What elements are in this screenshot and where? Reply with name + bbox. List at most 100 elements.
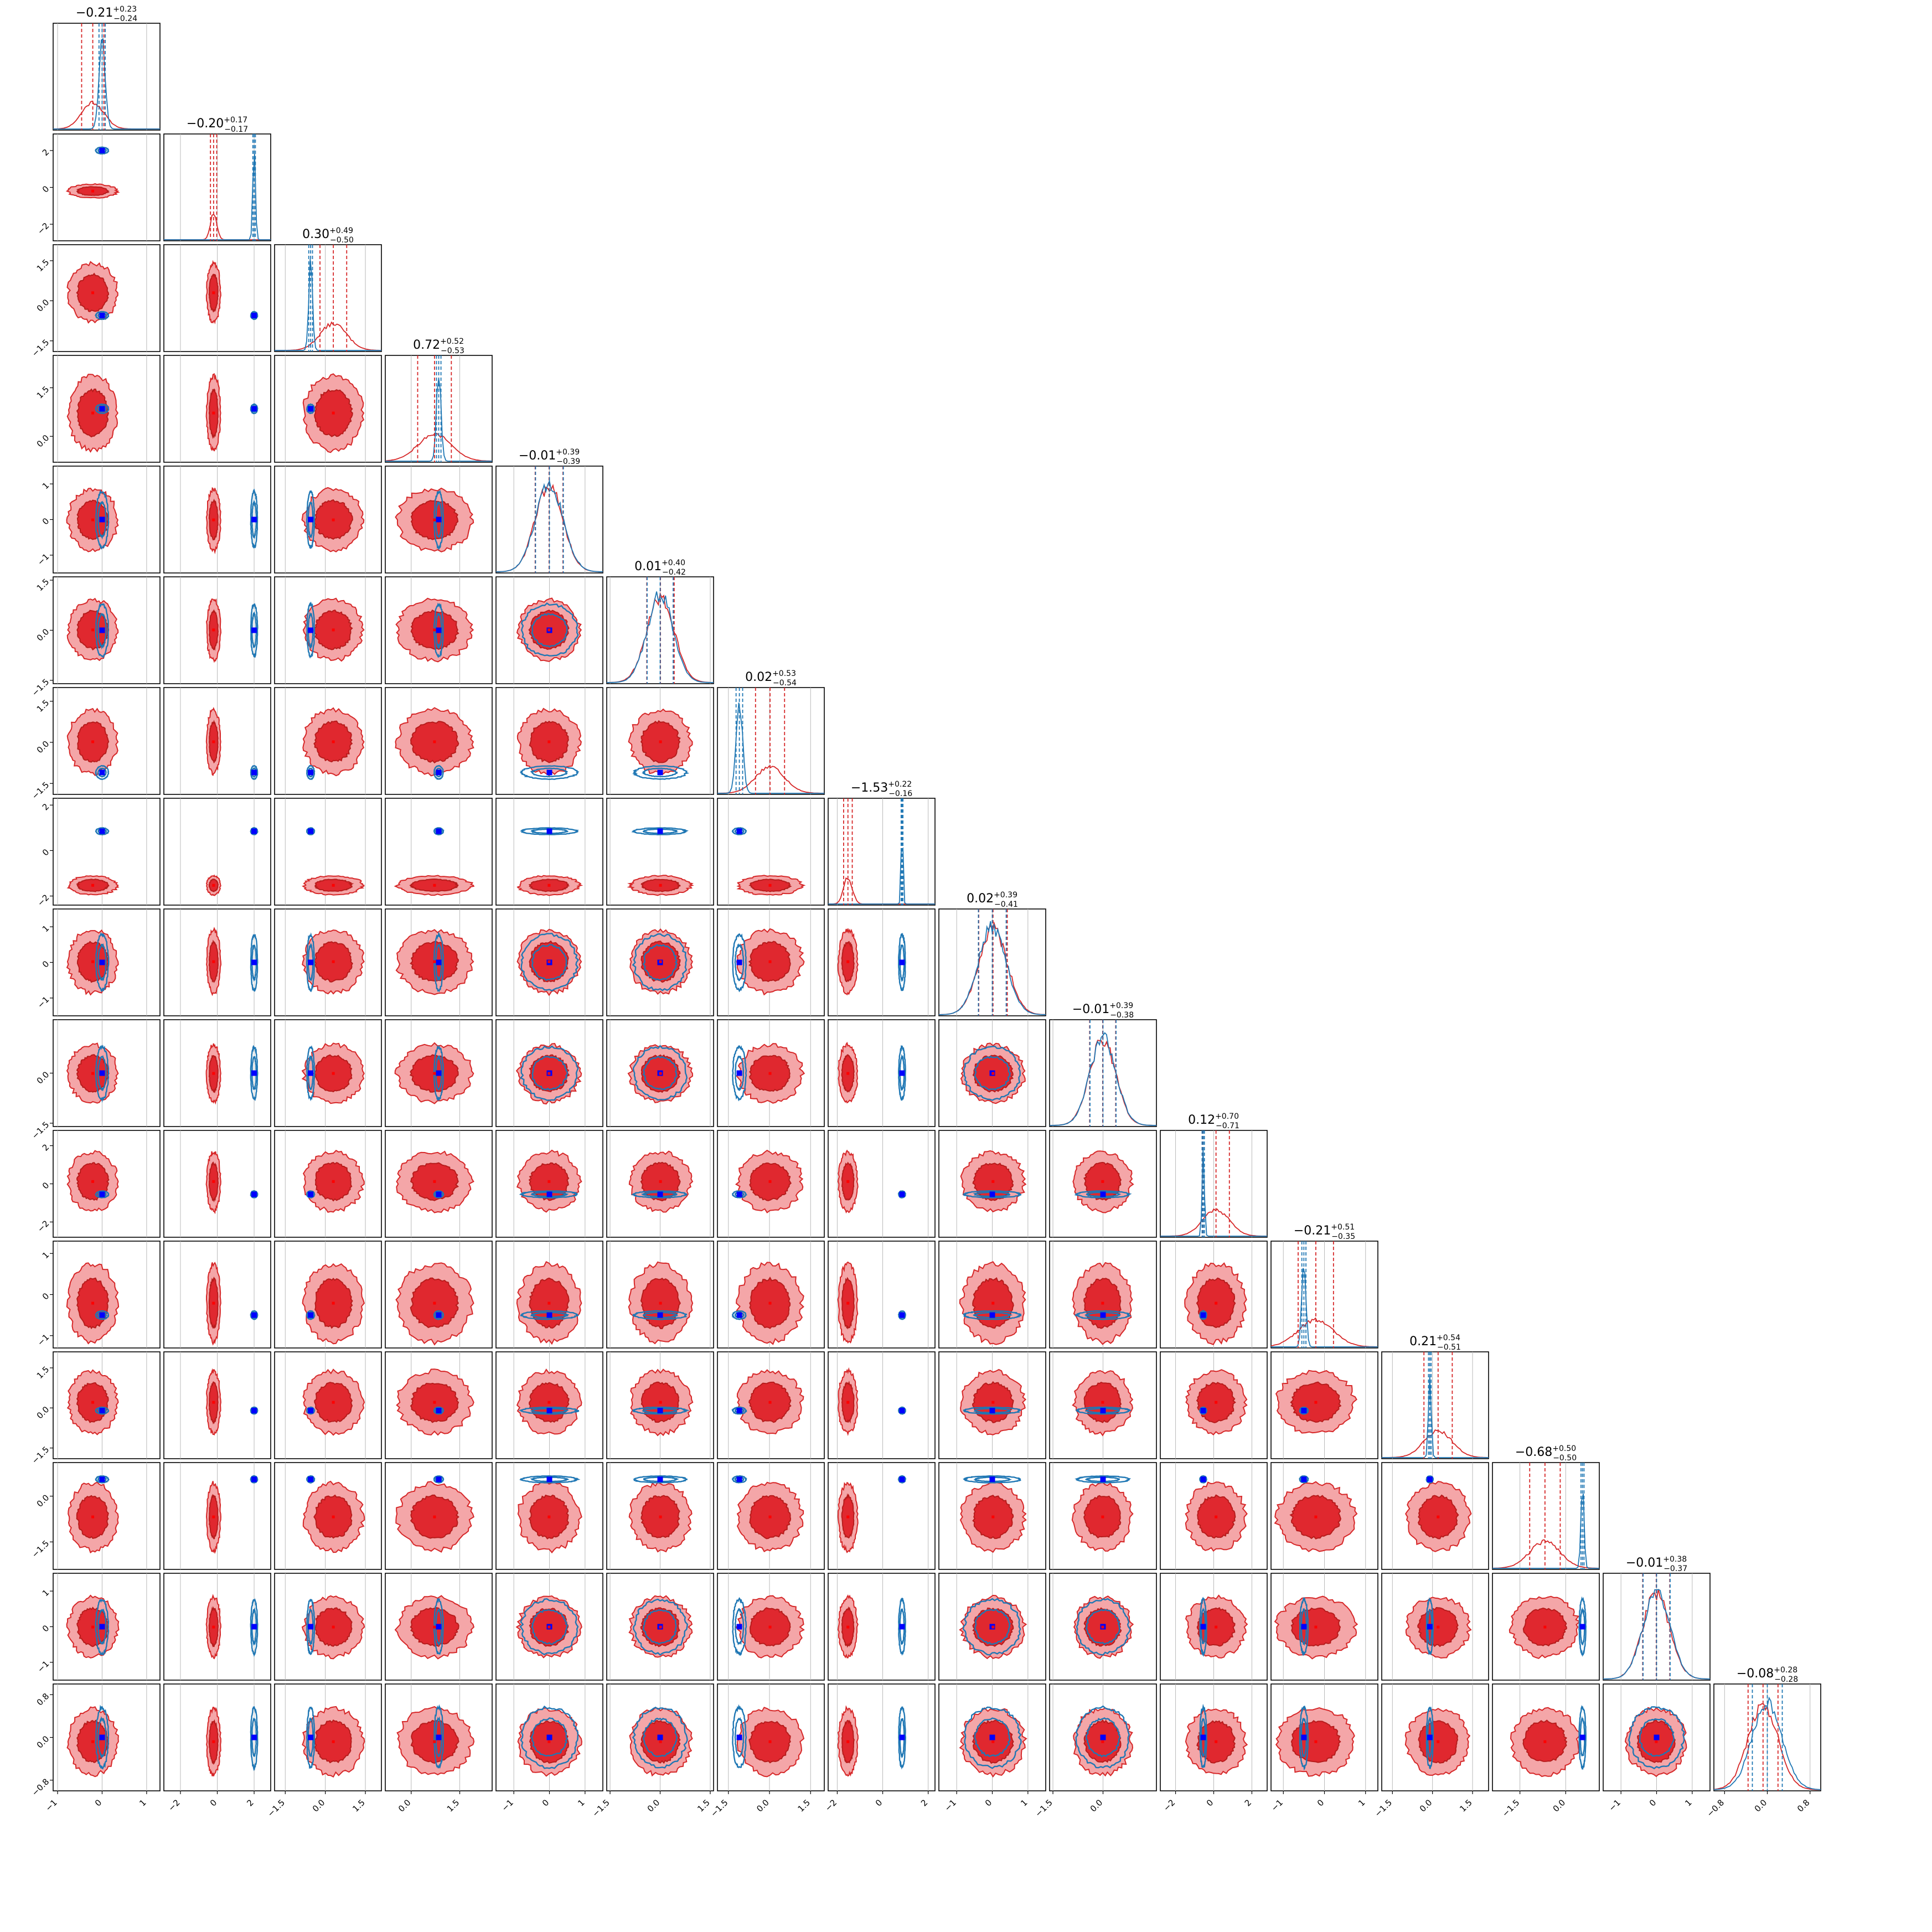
red-mode-marker <box>332 411 335 415</box>
blue-outer-contour <box>962 1598 1021 1656</box>
panel-content <box>607 577 714 684</box>
panel-content <box>956 1241 1029 1348</box>
blue-inner-contour <box>642 828 679 834</box>
blue-mode-marker <box>251 959 257 965</box>
panel-r14-c6 <box>717 1573 825 1681</box>
blue-outer-contour <box>250 403 259 415</box>
x-tick-label: 0.0 <box>755 1797 771 1814</box>
blue-marginal <box>1050 1032 1156 1126</box>
panel-r11-c10 <box>1160 1241 1268 1349</box>
blue-mode-marker <box>657 1408 663 1414</box>
blue-inner-contour <box>97 613 107 650</box>
red-mode-marker <box>1101 1625 1104 1629</box>
blue-outer-contour <box>732 1045 747 1102</box>
panel-r10-c9 <box>1049 1130 1157 1238</box>
blue-outer-contour <box>95 932 110 993</box>
blue-outer-contour <box>519 1598 579 1656</box>
red-mode-marker <box>91 1180 95 1183</box>
blue-mode-marker <box>99 516 105 523</box>
blue-mode-marker <box>899 1476 905 1482</box>
panel-r5-c4 <box>495 576 603 684</box>
panel-content <box>57 245 147 352</box>
red-mode-marker <box>846 1401 850 1404</box>
gridlines <box>285 245 366 352</box>
panel-content <box>395 909 474 1016</box>
panel-content <box>513 688 586 794</box>
blue-inner-contour <box>435 767 442 778</box>
red-mode-marker <box>212 628 215 632</box>
y-tick-label: 0.0 <box>35 1070 51 1086</box>
blue-outer-contour <box>306 1406 316 1415</box>
blue-outer-contour <box>519 1190 578 1199</box>
marginal-title: −0.01+0.39 −0.39 <box>519 448 580 466</box>
panel-r8-c6 <box>717 908 825 1016</box>
panel-r10-c6 <box>717 1130 825 1238</box>
panel-content <box>394 798 475 905</box>
y-tick-label: 1 <box>40 1250 51 1261</box>
red-mode-marker <box>1543 1625 1547 1629</box>
red-mode-marker <box>212 960 215 963</box>
blue-mode-marker <box>436 1624 442 1630</box>
x-tick-label: −1 <box>943 1797 958 1813</box>
panel-r13-c13: −0.68+0.50 −0.50 <box>1492 1444 1600 1570</box>
panel-r3-c3: 0.72+0.52 −0.53 <box>385 337 493 463</box>
blue-mode-marker <box>1579 1624 1585 1630</box>
blue-outer-contour <box>633 1475 688 1484</box>
blue-outer-contour <box>95 1190 110 1199</box>
panel-content <box>836 1130 929 1237</box>
panel-content <box>285 355 366 462</box>
panel-content <box>180 1684 259 1791</box>
blue-inner-contour <box>529 1311 570 1319</box>
red-marginal <box>1382 1429 1489 1458</box>
blue-mode-marker <box>436 1408 442 1414</box>
blue-outer-contour <box>898 1045 906 1101</box>
red-mode-marker <box>433 1625 436 1629</box>
blue-mode-marker <box>99 1408 105 1414</box>
blue-mode-marker <box>1301 1476 1307 1482</box>
y-tick-label: −2 <box>35 221 51 236</box>
panel-r1-c1: −0.20+0.17 −0.17 <box>163 116 271 241</box>
panel-r9-c5 <box>606 1019 714 1127</box>
panel-r14-c13 <box>1492 1573 1600 1681</box>
y-tick-label: 0.0 <box>35 1404 51 1421</box>
red-mode-marker <box>332 960 335 963</box>
gridlines <box>728 688 811 794</box>
panel-r6-c2 <box>274 687 382 795</box>
blue-mode-marker <box>308 627 314 633</box>
blue-outer-contour <box>306 490 316 549</box>
gridlines <box>1175 1130 1252 1237</box>
y-tick-label: 0 <box>40 184 51 194</box>
panel-r5-c1 <box>163 576 271 684</box>
panel-content <box>180 1573 259 1680</box>
marginal-title: 0.21+0.54 −0.51 <box>1409 1334 1461 1352</box>
panel-r11-c6 <box>717 1241 825 1349</box>
blue-outer-contour <box>632 1045 688 1101</box>
red-mode-marker <box>1655 1740 1658 1743</box>
panel-r6-c4 <box>495 687 603 795</box>
y-tick-label: 1 <box>40 1588 51 1598</box>
blue-outer-contour <box>898 1598 906 1656</box>
y-tick-label: 1.5 <box>35 1365 51 1381</box>
panel-r10-c7 <box>828 1130 936 1238</box>
blue-mode-marker <box>99 406 105 412</box>
blue-marginal <box>496 479 603 572</box>
blue-mode-marker <box>308 1312 314 1318</box>
marginal-title: −0.20+0.17 −0.17 <box>187 116 248 134</box>
panel-content <box>1392 1684 1473 1791</box>
blue-outer-contour <box>306 403 316 414</box>
blue-outer-contour <box>95 603 109 658</box>
panel-content <box>57 1463 147 1569</box>
x-tick-label: −2 <box>1161 1797 1177 1813</box>
panel-r7-c4 <box>495 798 603 906</box>
blue-inner-contour <box>642 1056 678 1091</box>
blue-inner-contour <box>643 1609 677 1645</box>
blue-marginal <box>828 846 935 905</box>
panel-r14-c3 <box>385 1573 493 1681</box>
panel-content <box>513 1352 586 1459</box>
panel-r11-c11: −0.21+0.51 −0.35 <box>1270 1223 1378 1349</box>
gridlines <box>836 798 929 905</box>
red-mode-marker <box>212 1180 215 1183</box>
panel-content <box>609 1684 711 1791</box>
red-mode-marker <box>659 884 662 887</box>
y-tick-label: 0.0 <box>35 1492 51 1509</box>
